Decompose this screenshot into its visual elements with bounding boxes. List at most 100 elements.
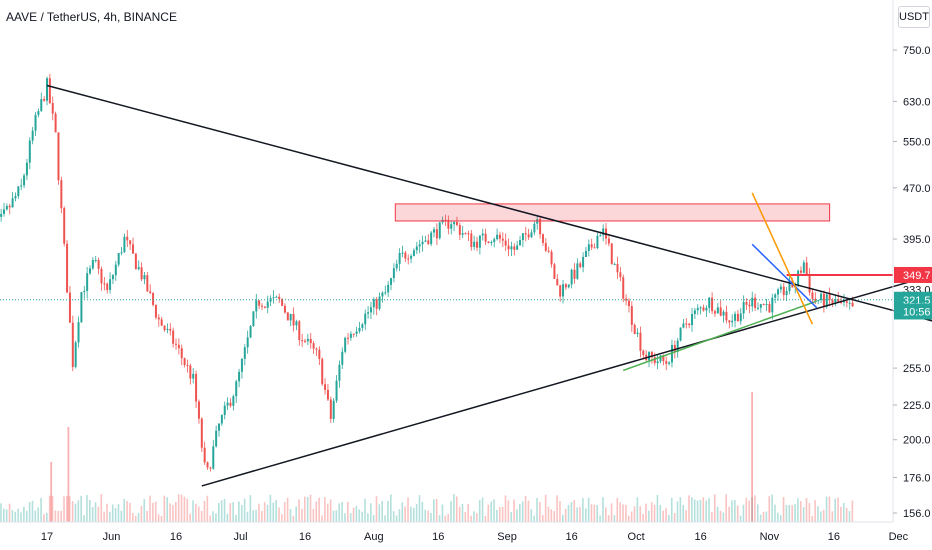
candle-body bbox=[60, 180, 63, 209]
time-axis[interactable]: 17 Jun 16 Jul 16 Aug 16 Sep 16 Oct 16 Nov 16 Dec bbox=[41, 531, 909, 543]
volume-bar bbox=[610, 503, 613, 522]
candle-body bbox=[559, 285, 562, 297]
volume-bar bbox=[206, 495, 209, 522]
candle-body bbox=[444, 219, 447, 221]
candle-body bbox=[114, 264, 117, 276]
blue-line[interactable] bbox=[751, 243, 818, 309]
candle-body bbox=[258, 300, 261, 306]
candle-body bbox=[375, 299, 378, 309]
candle-body bbox=[837, 299, 840, 303]
candle-body bbox=[106, 283, 109, 290]
upper-trendline[interactable] bbox=[46, 84, 932, 322]
orange-line[interactable] bbox=[751, 192, 814, 325]
volume-bar bbox=[607, 515, 610, 522]
volume-bar bbox=[344, 513, 346, 522]
volume-bar bbox=[840, 506, 842, 522]
candle-body bbox=[372, 299, 375, 308]
candle-body bbox=[722, 311, 725, 316]
resistance-zone[interactable] bbox=[394, 203, 831, 222]
candle-body bbox=[189, 365, 192, 379]
volume-bar bbox=[739, 515, 742, 522]
symbol-title[interactable]: AAVE / TetherUS, 4h, BINANCE bbox=[6, 10, 177, 24]
volume-bar bbox=[802, 507, 805, 522]
volume-bar bbox=[685, 510, 687, 522]
volume-bar bbox=[751, 392, 753, 522]
volume-bar bbox=[734, 499, 736, 522]
candle-body bbox=[524, 233, 527, 235]
volume-bar bbox=[599, 515, 601, 522]
volume-bar bbox=[172, 505, 174, 522]
candle-body bbox=[152, 292, 155, 305]
volume-bar bbox=[662, 510, 664, 522]
candle-body bbox=[527, 234, 530, 238]
volume-bar bbox=[57, 510, 60, 522]
volume-bar bbox=[745, 497, 748, 522]
candle-body bbox=[223, 405, 226, 416]
candle-body bbox=[435, 229, 438, 239]
volume-bar bbox=[496, 509, 498, 522]
candle-body bbox=[679, 327, 682, 341]
volume-bar bbox=[645, 503, 647, 522]
volume-bar bbox=[828, 496, 831, 522]
volume-bar bbox=[728, 506, 730, 522]
currency-label[interactable]: USDT bbox=[898, 6, 930, 28]
candle-body bbox=[453, 221, 456, 225]
candle-body bbox=[828, 294, 831, 301]
candle-body bbox=[209, 467, 212, 469]
candle-body bbox=[820, 293, 823, 301]
candle-body bbox=[490, 242, 493, 244]
volume-bar bbox=[435, 499, 438, 522]
candle-body bbox=[478, 235, 481, 248]
volume-bar bbox=[269, 494, 272, 522]
volume-bar bbox=[372, 515, 375, 522]
support-trendline[interactable] bbox=[622, 300, 817, 372]
candle-body bbox=[430, 232, 433, 245]
volume-bar bbox=[516, 509, 518, 522]
volume-bar bbox=[123, 498, 126, 522]
volume-bar bbox=[473, 511, 475, 522]
candle-body bbox=[226, 402, 229, 406]
volume-bar bbox=[315, 501, 318, 522]
drawings[interactable] bbox=[0, 84, 932, 487]
volume-bar bbox=[725, 494, 728, 522]
candle-body bbox=[378, 296, 381, 309]
volume-bar bbox=[742, 504, 745, 522]
candle-body bbox=[650, 351, 653, 358]
candle-body bbox=[352, 333, 355, 335]
candle-body bbox=[725, 311, 728, 321]
volume-bar bbox=[573, 500, 576, 522]
volume-bar bbox=[633, 506, 636, 522]
volume-bar bbox=[152, 502, 154, 522]
volume-bar bbox=[329, 499, 332, 522]
volume-bar bbox=[424, 509, 427, 522]
volume-bar bbox=[642, 513, 644, 522]
lower-trendline[interactable] bbox=[201, 274, 932, 487]
volume-bar bbox=[722, 512, 725, 522]
candle-body bbox=[246, 337, 249, 348]
candle-body bbox=[175, 343, 178, 345]
candle-body bbox=[648, 351, 651, 361]
volume-bar bbox=[183, 496, 186, 522]
volume-bar bbox=[192, 500, 194, 522]
candle-body bbox=[329, 399, 332, 419]
candle-body bbox=[415, 246, 418, 251]
volume-bar bbox=[831, 511, 834, 522]
price-axis[interactable]: 750.0 630.0 550.0 470.0 395.0 255.0 225.0 200.0… bbox=[893, 45, 931, 520]
candle-body bbox=[306, 338, 309, 342]
volume-bar bbox=[464, 511, 467, 522]
volume-bar bbox=[521, 501, 524, 522]
candle-body bbox=[238, 371, 241, 382]
volume-bar bbox=[326, 503, 329, 522]
candle-body bbox=[14, 196, 17, 199]
volume-bar bbox=[114, 508, 117, 522]
candle-body bbox=[496, 234, 499, 240]
volume-bar bbox=[808, 502, 811, 522]
candle-body bbox=[673, 344, 676, 352]
volume-bar bbox=[559, 500, 561, 522]
volume-bar bbox=[309, 494, 312, 522]
volume-bar bbox=[673, 513, 676, 522]
volume-bar bbox=[616, 497, 619, 522]
volume-bar bbox=[696, 500, 699, 522]
volume-bar bbox=[470, 515, 472, 522]
